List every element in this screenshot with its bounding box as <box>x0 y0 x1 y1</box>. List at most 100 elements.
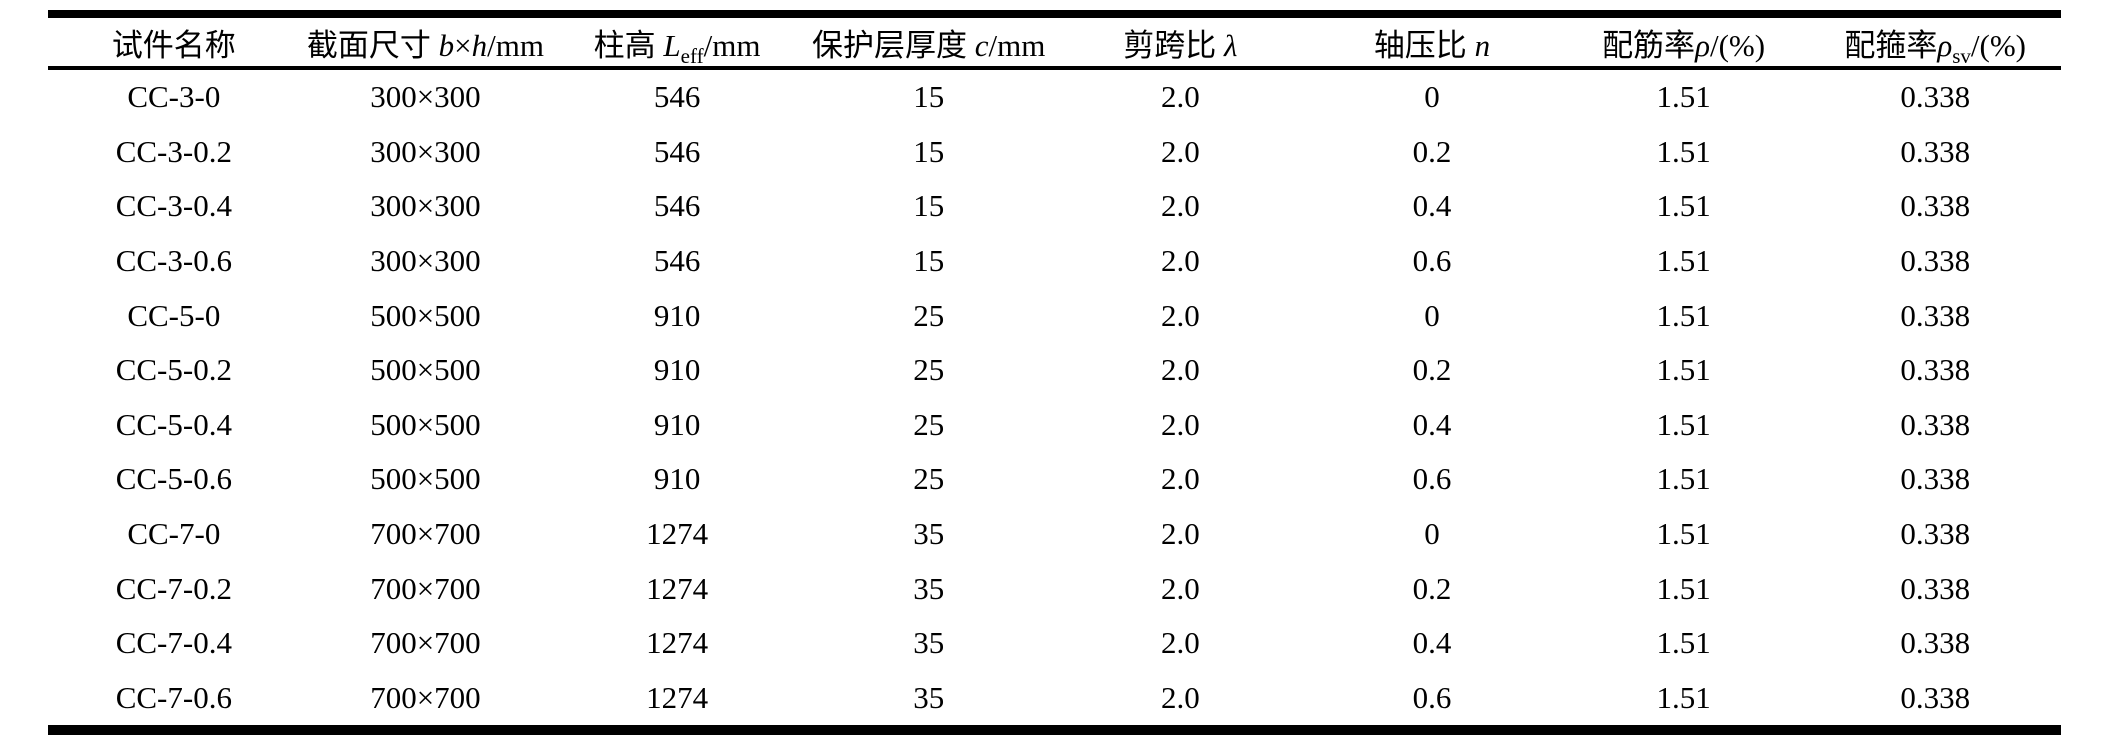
cell-reinforcement-ratio: 1.51 <box>1656 79 1711 115</box>
table-row: CC-5-0 500×500 910 25 2.0 0 1.51 0.338 <box>48 288 2061 343</box>
cell-stirrup-ratio: 0.338 <box>1900 352 1971 388</box>
cell-specimen-name: CC-5-0 <box>127 297 221 333</box>
cell-shear-span-ratio: 2.0 <box>1160 679 1200 715</box>
table-row: CC-3-0.6 300×300 546 15 2.0 0.6 1.51 0.338 <box>48 234 2061 289</box>
cell-reinforcement-ratio: 1.51 <box>1656 516 1711 552</box>
cell-stirrup-ratio: 0.338 <box>1900 625 1971 661</box>
cell-axial-load-ratio: 0.2 <box>1412 133 1452 169</box>
table-row: CC-7-0.6 700×700 1274 35 2.0 0.6 1.51 0.338 <box>48 671 2061 731</box>
cell-stirrup-ratio: 0.338 <box>1900 188 1971 224</box>
column-header-cover-thickness: 保护层厚度 c/mm <box>802 14 1055 70</box>
table-row: CC-3-0 300×300 546 15 2.0 0 1.51 0.338 <box>48 68 2061 125</box>
cell-shear-span-ratio: 2.0 <box>1160 516 1200 552</box>
column-header-axial-load-ratio: 轴压比 n <box>1306 14 1558 70</box>
cell-section-size: 500×500 <box>370 406 481 442</box>
cell-cover-thickness: 25 <box>913 352 945 388</box>
column-header-specimen-name: 试件名称 <box>48 14 300 70</box>
cell-shear-span-ratio: 2.0 <box>1160 406 1200 442</box>
cell-axial-load-ratio: 0 <box>1424 79 1440 115</box>
cell-section-size: 500×500 <box>370 297 481 333</box>
cell-specimen-name: CC-5-0.6 <box>115 461 232 497</box>
cell-stirrup-ratio: 0.338 <box>1900 679 1971 715</box>
cell-stirrup-ratio: 0.338 <box>1900 406 1971 442</box>
cell-specimen-name: CC-7-0.4 <box>115 625 232 661</box>
cell-axial-load-ratio: 0.4 <box>1412 188 1452 224</box>
cell-section-size: 300×300 <box>370 79 481 115</box>
cell-reinforcement-ratio: 1.51 <box>1656 243 1711 279</box>
cell-specimen-name: CC-7-0 <box>127 516 221 552</box>
cell-specimen-name: CC-7-0.2 <box>115 570 232 606</box>
cell-specimen-name: CC-3-0 <box>127 79 221 115</box>
cell-shear-span-ratio: 2.0 <box>1160 461 1200 497</box>
cell-specimen-name: CC-3-0.2 <box>115 133 232 169</box>
cell-axial-load-ratio: 0 <box>1424 297 1440 333</box>
cell-cover-thickness: 35 <box>913 679 945 715</box>
table-row: CC-5-0.2 500×500 910 25 2.0 0.2 1.51 0.338 <box>48 343 2061 398</box>
cell-column-height: 1274 <box>646 516 709 552</box>
cell-column-height: 546 <box>653 133 701 169</box>
header-row: 试件名称 截面尺寸 b×h/mm 柱高 Leff/mm 保护层厚度 c/mm 剪跨比 λ… <box>48 14 2061 70</box>
cell-cover-thickness: 35 <box>913 625 945 661</box>
table-row: CC-7-0.4 700×700 1274 35 2.0 0.4 1.51 0.338 <box>48 616 2061 671</box>
cell-column-height: 910 <box>653 297 701 333</box>
cell-reinforcement-ratio: 1.51 <box>1656 406 1711 442</box>
cell-section-size: 700×700 <box>370 679 481 715</box>
cell-cover-thickness: 25 <box>913 297 945 333</box>
cell-axial-load-ratio: 0.6 <box>1412 679 1452 715</box>
specimen-parameters-table: 试件名称 截面尺寸 b×h/mm 柱高 Leff/mm 保护层厚度 c/mm 剪跨比 λ… <box>48 10 2061 736</box>
table-row: CC-7-0.2 700×700 1274 35 2.0 0.2 1.51 0.338 <box>48 561 2061 616</box>
cell-section-size: 300×300 <box>370 188 481 224</box>
cell-shear-span-ratio: 2.0 <box>1160 570 1200 606</box>
column-header-stirrup-ratio: 配箍率ρsv/(%) <box>1809 14 2061 70</box>
cell-shear-span-ratio: 2.0 <box>1160 133 1200 169</box>
cell-reinforcement-ratio: 1.51 <box>1656 679 1711 715</box>
cell-shear-span-ratio: 2.0 <box>1160 625 1200 661</box>
cell-stirrup-ratio: 0.338 <box>1900 243 1971 279</box>
table-body: CC-3-0 300×300 546 15 2.0 0 1.51 0.338 CC-3-0.2 3… <box>48 68 2061 730</box>
cell-specimen-name: CC-5-0.4 <box>115 406 232 442</box>
cell-reinforcement-ratio: 1.51 <box>1656 570 1711 606</box>
cell-stirrup-ratio: 0.338 <box>1900 297 1971 333</box>
cell-cover-thickness: 15 <box>913 133 945 169</box>
cell-reinforcement-ratio: 1.51 <box>1656 188 1711 224</box>
column-header-shear-span-ratio: 剪跨比 λ <box>1054 14 1307 70</box>
cell-column-height: 546 <box>653 188 701 224</box>
cell-column-height: 910 <box>653 406 701 442</box>
cell-specimen-name: CC-5-0.2 <box>115 352 232 388</box>
cell-axial-load-ratio: 0.4 <box>1412 406 1452 442</box>
cell-cover-thickness: 15 <box>913 79 945 115</box>
cell-column-height: 1274 <box>646 679 709 715</box>
cell-reinforcement-ratio: 1.51 <box>1656 625 1711 661</box>
cell-shear-span-ratio: 2.0 <box>1160 297 1200 333</box>
cell-section-size: 700×700 <box>370 516 481 552</box>
cell-cover-thickness: 15 <box>913 188 945 224</box>
cell-section-size: 500×500 <box>370 461 481 497</box>
cell-column-height: 1274 <box>646 570 709 606</box>
cell-shear-span-ratio: 2.0 <box>1160 79 1200 115</box>
cell-stirrup-ratio: 0.338 <box>1900 461 1971 497</box>
cell-section-size: 700×700 <box>370 625 481 661</box>
cell-section-size: 300×300 <box>370 133 481 169</box>
cell-column-height: 910 <box>653 461 701 497</box>
cell-section-size: 500×500 <box>370 352 481 388</box>
cell-reinforcement-ratio: 1.51 <box>1656 133 1711 169</box>
cell-section-size: 700×700 <box>370 570 481 606</box>
cell-axial-load-ratio: 0 <box>1424 516 1440 552</box>
cell-section-size: 300×300 <box>370 243 481 279</box>
cell-stirrup-ratio: 0.338 <box>1900 79 1971 115</box>
cell-cover-thickness: 35 <box>913 570 945 606</box>
cell-cover-thickness: 15 <box>913 243 945 279</box>
table-row: CC-5-0.6 500×500 910 25 2.0 0.6 1.51 0.338 <box>48 452 2061 507</box>
table-row: CC-3-0.4 300×300 546 15 2.0 0.4 1.51 0.338 <box>48 179 2061 234</box>
column-header-section-size: 截面尺寸 b×h/mm <box>299 14 552 70</box>
cell-cover-thickness: 25 <box>913 406 945 442</box>
column-header-reinforcement-ratio: 配筋率ρ/(%) <box>1557 14 1810 70</box>
column-header-column-height: 柱高 Leff/mm <box>551 14 803 70</box>
cell-axial-load-ratio: 0.6 <box>1412 461 1452 497</box>
cell-column-height: 546 <box>653 243 701 279</box>
table-row: CC-3-0.2 300×300 546 15 2.0 0.2 1.51 0.338 <box>48 125 2061 180</box>
cell-stirrup-ratio: 0.338 <box>1900 516 1971 552</box>
cell-shear-span-ratio: 2.0 <box>1160 188 1200 224</box>
cell-reinforcement-ratio: 1.51 <box>1656 352 1711 388</box>
